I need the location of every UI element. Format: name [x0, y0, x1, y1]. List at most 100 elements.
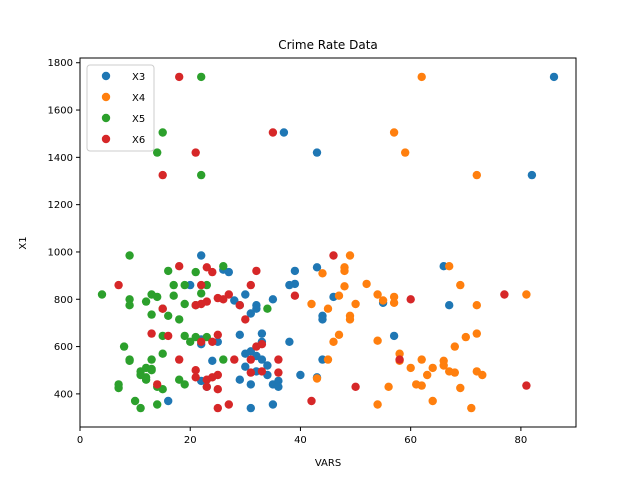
point-X6-44 — [395, 355, 404, 364]
point-X6-29 — [213, 330, 222, 339]
x-tick-label: 20 — [184, 435, 197, 446]
point-X5-10 — [169, 280, 178, 290]
point-X3-37 — [312, 263, 322, 272]
point-X4-40 — [461, 332, 470, 342]
point-X6-23 — [257, 340, 267, 349]
point-X4-16 — [318, 269, 327, 278]
point-X6-43 — [406, 295, 415, 304]
point-X4-12 — [373, 290, 382, 299]
point-X6-16 — [191, 301, 200, 310]
point-X3-17 — [246, 309, 255, 318]
point-X3-12 — [241, 290, 250, 299]
point-X5-6 — [191, 267, 200, 277]
point-X3-39 — [318, 315, 327, 324]
point-X5-43 — [141, 375, 151, 384]
point-X5-1 — [158, 128, 167, 137]
point-X6-31 — [246, 355, 255, 364]
point-X5-31 — [219, 355, 228, 364]
point-X4-3 — [472, 170, 481, 180]
point-X5-50 — [180, 380, 189, 389]
point-X6-27 — [197, 337, 206, 346]
y-tick-label: 1200 — [48, 200, 73, 211]
point-X5-11 — [197, 289, 206, 298]
point-X6-48 — [307, 396, 316, 406]
point-X5-18 — [125, 301, 134, 310]
point-X6-33 — [246, 368, 255, 377]
point-X6-20 — [235, 301, 244, 310]
point-X6-5 — [329, 251, 338, 260]
point-X6-41 — [213, 403, 222, 413]
y-axis-ticks: 400 600 800 1000 1200 1400 1600 1800 — [48, 58, 80, 400]
point-X4-1 — [389, 128, 399, 137]
point-X3-26 — [241, 362, 250, 371]
point-X4-42 — [472, 301, 481, 310]
point-X5-2 — [153, 148, 162, 157]
legend-label-X4: X4 — [132, 93, 145, 104]
y-tick-label: 800 — [54, 295, 73, 306]
point-X5-3 — [197, 170, 206, 180]
point-X6-50 — [153, 380, 162, 389]
point-X3-8 — [197, 251, 206, 260]
legend-marker-X5 — [101, 113, 111, 123]
point-X3-25 — [263, 361, 272, 370]
point-X5-27 — [180, 331, 189, 341]
point-X3-45 — [268, 400, 278, 409]
point-X5-16 — [97, 290, 107, 299]
point-X3-6 — [389, 331, 399, 341]
legend-label-X3: X3 — [132, 72, 145, 83]
point-X4-15 — [389, 298, 399, 307]
point-X4-30 — [417, 381, 426, 390]
point-X6-21 — [241, 315, 250, 324]
point-X6-25 — [164, 331, 173, 341]
point-X5-4 — [125, 251, 134, 260]
point-X4-22 — [323, 355, 333, 364]
point-X6-49 — [274, 368, 283, 377]
x-tick-label: 40 — [294, 435, 307, 446]
point-X4-45 — [456, 383, 465, 393]
point-X5-33 — [125, 356, 134, 365]
y-tick-label: 600 — [54, 342, 73, 353]
chart-title: Crime Rate Data — [278, 38, 378, 52]
point-X4-4 — [445, 262, 454, 271]
y-tick-label: 1400 — [48, 153, 73, 164]
point-X4-19 — [345, 315, 355, 324]
point-X6-7 — [208, 267, 217, 277]
point-X4-44 — [478, 370, 487, 380]
point-X6-34 — [257, 367, 267, 376]
point-X3-49 — [164, 396, 173, 406]
point-X6-37 — [191, 366, 200, 375]
point-X4-32 — [428, 396, 437, 406]
point-X3-22 — [246, 347, 255, 356]
legend-marker-X3 — [101, 71, 111, 81]
x-axis-ticks: 0 20 40 60 80 — [77, 427, 527, 446]
point-X5-23 — [164, 311, 173, 320]
point-X3-52 — [208, 356, 217, 365]
point-X3-0 — [549, 72, 559, 82]
point-X5-14 — [169, 291, 178, 300]
point-X4-48 — [384, 382, 393, 391]
y-tick-label: 1000 — [48, 247, 73, 258]
point-X6-30 — [230, 355, 239, 364]
point-X5-19 — [180, 299, 189, 309]
point-X4-50 — [312, 374, 322, 383]
point-X5-25 — [119, 342, 129, 351]
point-X4-17 — [307, 299, 316, 309]
series-X6 — [114, 72, 531, 413]
point-X3-36 — [285, 280, 294, 290]
x-axis-label: VARS — [315, 458, 341, 469]
point-X6-40 — [224, 400, 233, 409]
point-X5-36 — [130, 396, 140, 406]
point-X6-6 — [202, 263, 211, 272]
x-tick-label: 60 — [404, 435, 417, 446]
legend-label-X6: X6 — [132, 135, 145, 146]
y-tick-label: 400 — [54, 389, 73, 400]
point-X4-11 — [334, 291, 344, 300]
point-X4-24 — [373, 336, 382, 345]
point-X6-51 — [202, 382, 211, 391]
point-X5-28 — [186, 337, 195, 346]
legend-marker-X6 — [101, 134, 111, 144]
point-X5-15 — [125, 295, 134, 304]
point-X3-2 — [279, 128, 289, 137]
x-tick-label: 80 — [515, 435, 528, 446]
